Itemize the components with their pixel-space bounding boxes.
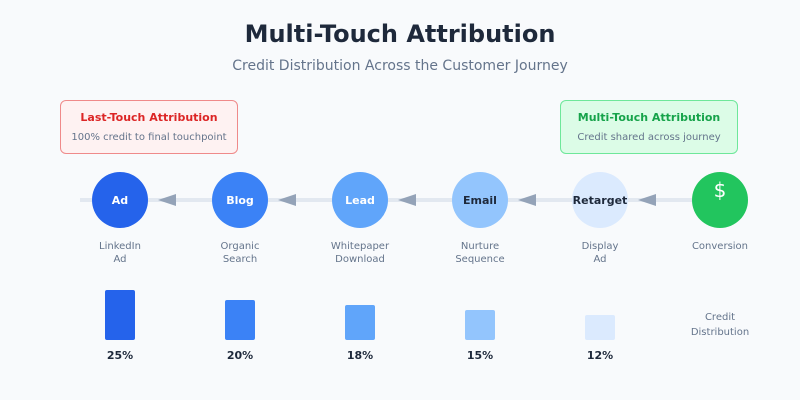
credit-value: 25% xyxy=(106,349,134,362)
credit-bar xyxy=(225,300,255,340)
node-lead: Lead xyxy=(332,172,388,228)
touchpoint-label: Nurture Sequence xyxy=(430,240,530,266)
label-line: Ad xyxy=(113,254,127,265)
page-title: Multi-Touch Attribution xyxy=(244,20,556,48)
label-line: Organic xyxy=(220,241,260,252)
multi-touch-callout: Multi-Touch Attribution Credit shared ac… xyxy=(560,100,738,154)
label-line: Credit xyxy=(704,312,736,323)
touchpoint-label: Display Ad xyxy=(550,240,650,266)
label-line: LinkedIn xyxy=(99,241,141,252)
node-retarget: Retarget xyxy=(572,172,628,228)
dollar-icon: $ xyxy=(692,172,748,228)
label-line: Download xyxy=(335,254,385,265)
touchpoint-label: Whitepaper Download xyxy=(310,240,410,266)
credit-bar xyxy=(585,315,615,340)
credit-value: 20% xyxy=(226,349,254,362)
multi-touch-title: Multi-Touch Attribution xyxy=(577,111,721,124)
label-line: Search xyxy=(222,254,258,265)
touchpoint-label: Organic Search xyxy=(190,240,290,266)
label-line: Display xyxy=(581,241,619,252)
label-line: Nurture xyxy=(460,241,500,252)
node-email: Email xyxy=(452,172,508,228)
credit-value: 12% xyxy=(586,349,614,362)
arrow-left-icon xyxy=(158,194,176,206)
last-touch-title: Last-Touch Attribution xyxy=(80,111,218,124)
credit-bar xyxy=(345,305,375,340)
credit-bar xyxy=(105,290,135,340)
credit-value: 15% xyxy=(466,349,494,362)
node-blog: Blog xyxy=(212,172,268,228)
label-line: Ad xyxy=(593,254,607,265)
arrow-left-icon xyxy=(638,194,656,206)
multi-touch-subtitle: Credit shared across journey xyxy=(577,132,721,143)
page-subtitle: Credit Distribution Across the Customer … xyxy=(232,58,568,74)
conversion-label: Conversion xyxy=(691,241,749,252)
node-ad: Ad xyxy=(92,172,148,228)
touchpoint-label: LinkedIn Ad xyxy=(70,240,170,266)
credit-value: 18% xyxy=(346,349,374,362)
arrow-left-icon xyxy=(518,194,536,206)
arrow-left-icon xyxy=(398,194,416,206)
arrow-left-icon xyxy=(278,194,296,206)
label-line: Sequence xyxy=(455,254,505,265)
last-touch-subtitle: 100% credit to final touchpoint xyxy=(71,132,227,143)
label-line: Whitepaper xyxy=(330,241,390,252)
label-line: Distribution xyxy=(690,327,750,338)
credit-bar xyxy=(465,310,495,340)
last-touch-callout: Last-Touch Attribution 100% credit to fi… xyxy=(60,100,238,154)
credit-distribution-label: Credit Distribution xyxy=(670,310,770,340)
